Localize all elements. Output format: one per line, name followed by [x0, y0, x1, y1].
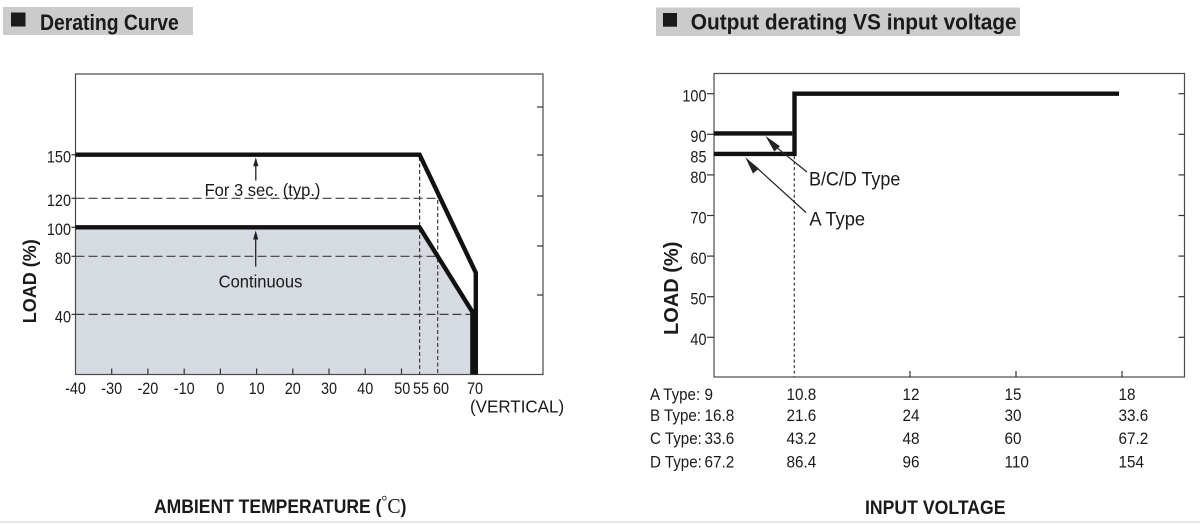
- svg-text:LOAD (%): LOAD (%): [20, 239, 40, 323]
- svg-text:40: 40: [55, 308, 71, 326]
- svg-text:80: 80: [690, 169, 706, 187]
- svg-text:50: 50: [690, 291, 706, 309]
- svg-text:30: 30: [321, 380, 337, 398]
- svg-text:154: 154: [1119, 453, 1145, 472]
- svg-text:18: 18: [1119, 385, 1136, 404]
- svg-text:70: 70: [467, 380, 483, 398]
- svg-text:85: 85: [690, 148, 706, 166]
- svg-text:INPUT VOLTAGE: INPUT VOLTAGE: [865, 496, 1006, 518]
- svg-text:LOAD (%): LOAD (%): [661, 242, 683, 335]
- svg-text:70: 70: [690, 209, 706, 227]
- svg-text:9: 9: [705, 385, 714, 404]
- svg-text:110: 110: [1005, 453, 1029, 472]
- svg-text:B Type:: B Type:: [650, 406, 701, 425]
- svg-text:For 3 sec. (typ.): For 3 sec. (typ.): [205, 179, 321, 200]
- svg-text:67.2: 67.2: [705, 453, 735, 472]
- svg-text:100: 100: [47, 221, 71, 239]
- svg-text:90: 90: [690, 128, 706, 146]
- svg-text:33.6: 33.6: [1119, 406, 1149, 425]
- svg-text:-40: -40: [65, 380, 86, 398]
- svg-text:60: 60: [1005, 429, 1022, 448]
- svg-text:150: 150: [47, 149, 71, 167]
- svg-text:55: 55: [413, 380, 429, 398]
- svg-text:C Type:: C Type:: [650, 429, 702, 448]
- svg-text:80: 80: [55, 250, 71, 268]
- svg-text:Derating Curve: Derating Curve: [40, 11, 179, 35]
- svg-text:-20: -20: [137, 380, 158, 398]
- svg-text:67.2: 67.2: [1119, 429, 1149, 448]
- svg-text:60: 60: [433, 380, 449, 398]
- svg-text:12: 12: [903, 385, 920, 404]
- svg-text:30: 30: [1005, 406, 1022, 425]
- svg-text:0: 0: [216, 380, 224, 398]
- svg-text:16.8: 16.8: [705, 406, 735, 425]
- svg-text:60: 60: [690, 250, 706, 268]
- svg-text:48: 48: [903, 429, 920, 448]
- svg-text:-30: -30: [101, 380, 122, 398]
- svg-text:D Type:: D Type:: [650, 453, 702, 472]
- svg-text:33.6: 33.6: [705, 429, 735, 448]
- svg-text:15: 15: [1005, 385, 1022, 404]
- svg-text:21.6: 21.6: [787, 406, 817, 425]
- svg-text:A Type:: A Type:: [650, 385, 700, 404]
- svg-text:10.8: 10.8: [787, 385, 817, 404]
- svg-text:40: 40: [357, 380, 373, 398]
- svg-text:24: 24: [903, 406, 920, 425]
- svg-text:40: 40: [690, 331, 706, 349]
- svg-text:A Type: A Type: [809, 209, 865, 231]
- svg-text:AMBIENT TEMPERATURE (°C): AMBIENT TEMPERATURE (°C): [154, 493, 406, 518]
- svg-text:96: 96: [903, 453, 920, 472]
- svg-text:120: 120: [47, 192, 71, 210]
- svg-text:Output derating VS input volta: Output derating VS input voltage: [691, 10, 1017, 35]
- svg-text:100: 100: [682, 88, 706, 106]
- svg-text:43.2: 43.2: [787, 429, 817, 448]
- svg-text:B/C/D Type: B/C/D Type: [809, 168, 900, 190]
- svg-text:86.4: 86.4: [787, 453, 817, 472]
- svg-text:Continuous: Continuous: [219, 271, 303, 292]
- svg-text:-10: -10: [174, 380, 195, 398]
- svg-text:(VERTICAL): (VERTICAL): [470, 396, 564, 417]
- svg-text:20: 20: [285, 380, 301, 398]
- svg-text:10: 10: [249, 380, 265, 398]
- svg-text:50: 50: [394, 380, 410, 398]
